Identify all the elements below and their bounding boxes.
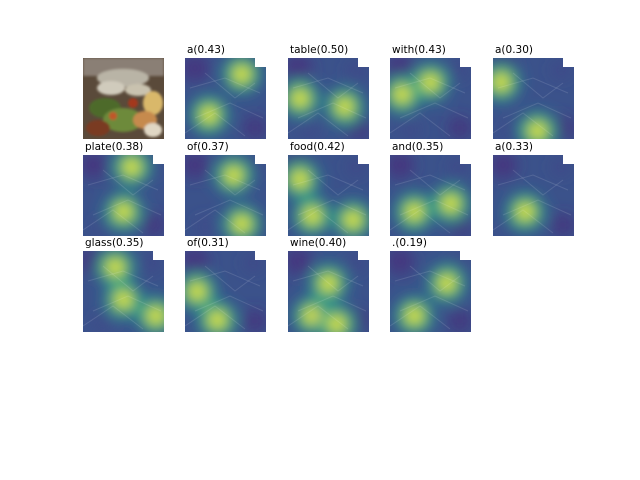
attention-heatmap — [288, 155, 369, 236]
attention-panel: wine(0.40) — [288, 237, 370, 333]
panel-corner-notch — [255, 155, 267, 164]
panel-corner-notch — [563, 58, 575, 67]
food-table-photo — [83, 58, 164, 139]
panel-corner-notch — [153, 251, 165, 260]
panel-corner-notch — [358, 155, 370, 164]
attention-heatmap — [390, 58, 471, 139]
attention-heatmap — [288, 251, 369, 332]
panel-corner-notch — [153, 155, 165, 164]
attention-panel: a(0.30) — [493, 44, 575, 140]
word-weight-label: wine(0.40) — [290, 237, 347, 249]
attention-panel: glass(0.35) — [83, 237, 165, 333]
attention-panel: of(0.37) — [185, 141, 267, 237]
panel-corner-notch — [358, 58, 370, 67]
attention-heatmap — [185, 58, 266, 139]
word-weight-label: plate(0.38) — [85, 141, 144, 153]
attention-heatmap — [390, 251, 471, 332]
input-photo-panel — [83, 44, 165, 140]
attention-heatmap — [185, 155, 266, 236]
attention-heatmap — [83, 251, 164, 332]
attention-panel: a(0.33) — [493, 141, 575, 237]
attention-panel: food(0.42) — [288, 141, 370, 237]
panel-corner-notch — [460, 155, 472, 164]
attention-heatmap — [493, 58, 574, 139]
attention-heatmap — [288, 58, 369, 139]
attention-panel: table(0.50) — [288, 44, 370, 140]
attention-heatmap — [493, 155, 574, 236]
word-weight-label: a(0.30) — [495, 44, 534, 56]
word-weight-label: and(0.35) — [392, 141, 444, 153]
attention-heatmap — [83, 155, 164, 236]
word-weight-label: glass(0.35) — [85, 237, 144, 249]
word-weight-label: .(0.19) — [392, 237, 427, 249]
attention-panel: of(0.31) — [185, 237, 267, 333]
word-weight-label: table(0.50) — [290, 44, 349, 56]
panel-corner-notch — [255, 58, 267, 67]
panel-corner-notch — [460, 58, 472, 67]
word-weight-label: a(0.33) — [495, 141, 534, 153]
word-weight-label: with(0.43) — [392, 44, 446, 56]
attention-heatmap — [185, 251, 266, 332]
attention-panel: and(0.35) — [390, 141, 472, 237]
attention-panel: .(0.19) — [390, 237, 472, 333]
attention-panel: with(0.43) — [390, 44, 472, 140]
panel-corner-notch — [358, 251, 370, 260]
word-weight-label: food(0.42) — [290, 141, 345, 153]
word-weight-label: of(0.37) — [187, 141, 229, 153]
word-weight-label: a(0.43) — [187, 44, 226, 56]
attention-panel: plate(0.38) — [83, 141, 165, 237]
panel-corner-notch — [255, 251, 267, 260]
panel-corner-notch — [460, 251, 472, 260]
attention-heatmap — [390, 155, 471, 236]
word-weight-label: of(0.31) — [187, 237, 229, 249]
panel-corner-notch — [563, 155, 575, 164]
attention-panel: a(0.43) — [185, 44, 267, 140]
